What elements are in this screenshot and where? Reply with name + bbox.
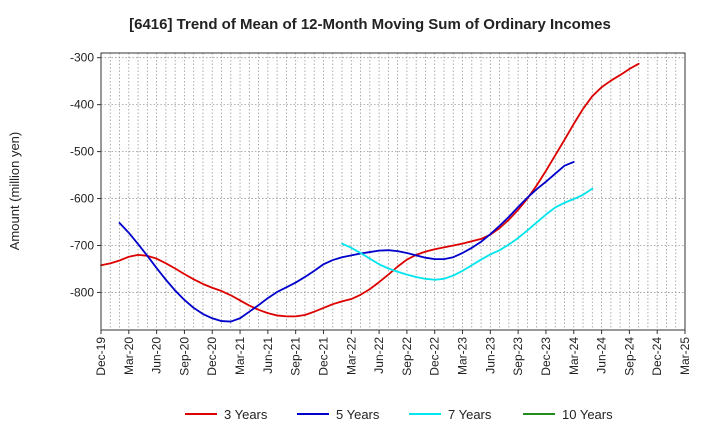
plot-frame — [100, 52, 686, 331]
x-tick-label: Dec-22 — [428, 337, 442, 376]
legend-label: 3 Years — [224, 407, 268, 422]
x-tick-label: Dec-21 — [316, 337, 330, 376]
x-tick-label: Mar-24 — [567, 337, 581, 375]
x-axis-ticks: Dec-19 Mar-20 Jun-20 Sep-20 Dec-20 Mar-21 Jun-… — [94, 330, 692, 376]
x-tick-label: Mar-22 — [344, 337, 358, 375]
y-tick-label: -400 — [70, 98, 94, 112]
x-tick-label: Sep-23 — [511, 337, 525, 376]
legend-label: 10 Years — [562, 407, 613, 422]
legend-label: 5 Years — [336, 407, 380, 422]
x-tick-label: Jun-23 — [483, 337, 497, 374]
series-lines — [100, 62, 640, 323]
x-tick-label: Sep-24 — [622, 337, 636, 376]
series-line-7-years — [341, 187, 594, 281]
chart-title: [6416] Trend of Mean of 12-Month Moving … — [129, 16, 611, 33]
x-tick-label: Jun-20 — [150, 337, 164, 374]
legend-label: 7 Years — [448, 407, 492, 422]
y-tick-label: -700 — [70, 238, 94, 252]
x-tick-label: Sep-20 — [177, 337, 191, 376]
y-tick-label: -600 — [70, 192, 94, 206]
y-axis-ticks: -300 -400 -500 -600 -700 -800 — [70, 51, 101, 299]
y-tick-label: -800 — [70, 285, 94, 299]
x-tick-label: Jun-22 — [372, 337, 386, 374]
x-tick-label: Dec-23 — [539, 337, 553, 376]
legend: 3 Years 5 Years 7 Years 10 Years — [185, 407, 613, 422]
x-tick-label: Mar-23 — [456, 337, 470, 375]
series-line-3-years — [100, 62, 640, 318]
x-tick-label: Jun-24 — [595, 337, 609, 374]
y-tick-label: -500 — [70, 145, 94, 159]
y-tick-label: -300 — [70, 51, 94, 65]
x-tick-label: Dec-24 — [650, 337, 664, 376]
series-line-5-years — [118, 161, 575, 323]
y-axis-label: Amount (million yen) — [7, 132, 22, 251]
x-tick-label: Jun-21 — [261, 337, 275, 374]
gridlines — [100, 53, 686, 330]
x-tick-label: Sep-21 — [289, 337, 303, 376]
x-tick-label: Sep-22 — [400, 337, 414, 376]
x-tick-label: Dec-20 — [205, 337, 219, 376]
x-tick-label: Mar-25 — [678, 337, 692, 375]
x-tick-label: Mar-20 — [122, 337, 136, 375]
x-tick-label: Dec-19 — [94, 337, 108, 376]
x-tick-label: Mar-21 — [233, 337, 247, 375]
